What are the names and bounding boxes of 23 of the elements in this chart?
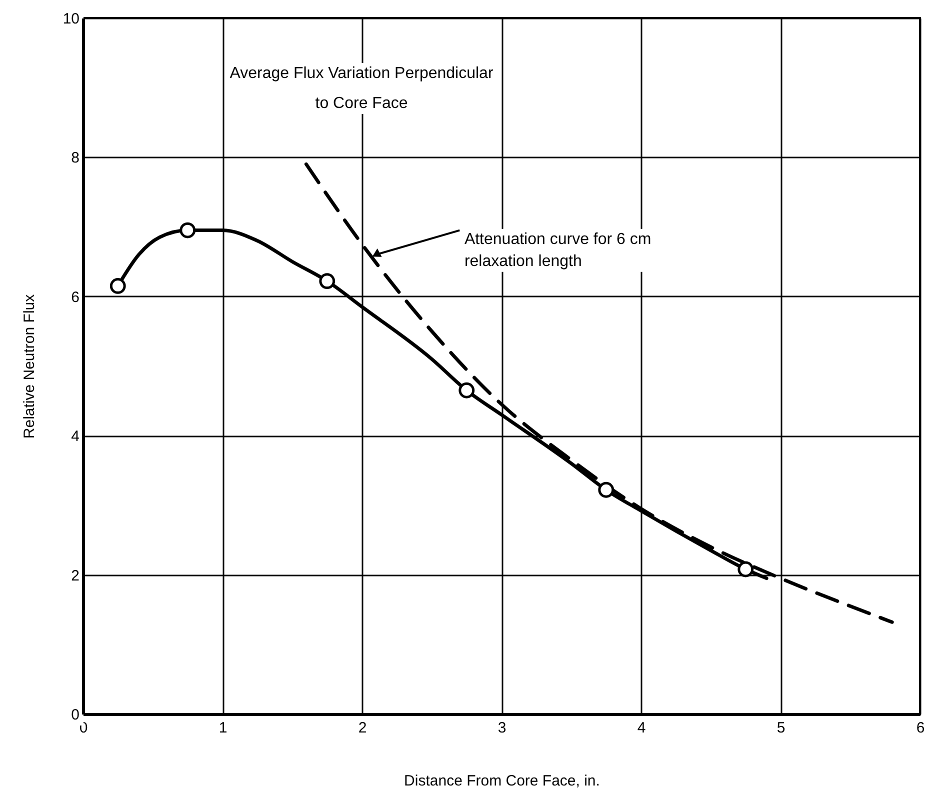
y-tick-label: 6 — [71, 288, 80, 306]
x-axis-title: Distance From Core Face, in. — [404, 772, 600, 790]
y-tick-label: 10 — [62, 10, 80, 28]
x-tick-label: 5 — [776, 720, 786, 736]
y-axis-title: Relative Neutron Flux — [20, 294, 38, 439]
point — [738, 561, 754, 578]
y-tick-label: 0 — [71, 706, 80, 724]
point — [598, 482, 614, 498]
x-tick-label: 6 — [916, 720, 925, 736]
annotation: Attenuation curve for 6 cm relaxation length — [464, 230, 652, 270]
x-tick-label: 3 — [498, 720, 506, 736]
y-tick-label: 4 — [71, 428, 80, 446]
x-tick-label: 1 — [218, 720, 228, 736]
y-tick-label: 8 — [71, 150, 80, 167]
point — [319, 273, 336, 290]
x-tick-label: 4 — [637, 720, 646, 736]
point — [458, 382, 475, 398]
point — [180, 222, 196, 238]
y-tick-label: 2 — [71, 567, 80, 584]
x-tick-label: 2 — [358, 720, 367, 736]
text: Average Flux Variation Perpendicular — [230, 65, 494, 82]
point — [110, 278, 126, 294]
text: to Core Face — [315, 95, 408, 112]
